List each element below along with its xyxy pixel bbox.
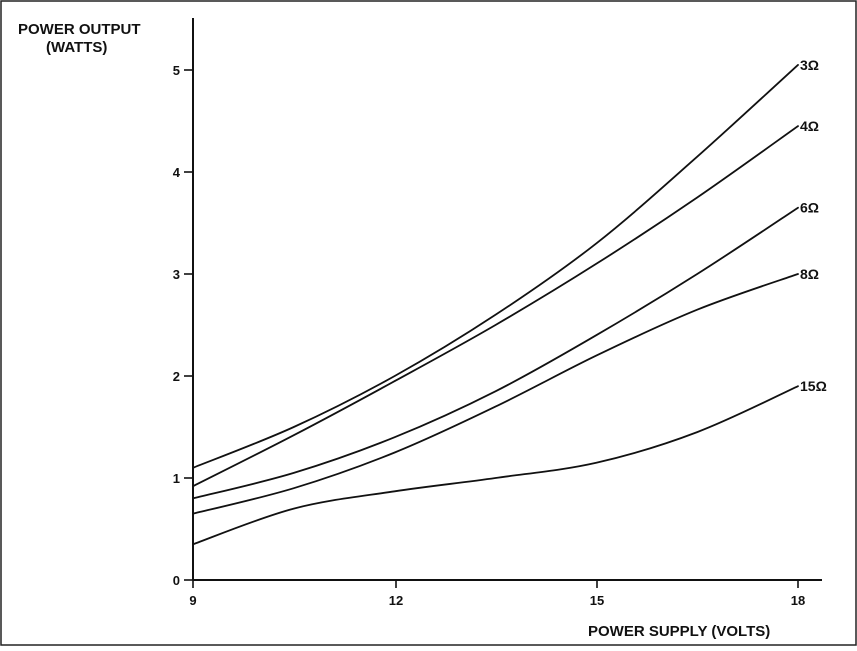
series-label-3-ohm: 3Ω bbox=[800, 57, 819, 73]
series-line-4-ohm bbox=[192, 125, 799, 488]
x-axis-title: POWER SUPPLY (VOLTS) bbox=[588, 623, 770, 640]
y-axis-title-line1: POWER OUTPUT bbox=[18, 21, 141, 38]
series-label-6-ohm: 6Ω bbox=[800, 200, 819, 216]
series-label-15-ohm: 15Ω bbox=[800, 378, 827, 394]
y-tick-label-0: 0 bbox=[173, 573, 180, 588]
series-label-8-ohm: 8Ω bbox=[800, 266, 819, 282]
x-tick-label-15: 15 bbox=[590, 593, 604, 608]
y-tick-label-2: 2 bbox=[173, 369, 180, 384]
series-line-6-ohm bbox=[192, 206, 799, 500]
series-labels: 3Ω 4Ω 6Ω 8Ω 15Ω bbox=[800, 57, 827, 394]
y-ticks: 0 1 2 3 4 5 bbox=[173, 63, 193, 588]
y-tick-label-1: 1 bbox=[173, 471, 180, 486]
y-axis-title-line2: (WATTS) bbox=[46, 39, 107, 56]
x-tick-label-18: 18 bbox=[791, 593, 805, 608]
series-label-4-ohm: 4Ω bbox=[800, 118, 819, 134]
series-group bbox=[192, 64, 799, 546]
y-tick-label-3: 3 bbox=[173, 267, 180, 282]
x-tick-label-9: 9 bbox=[189, 593, 196, 608]
x-tick-label-12: 12 bbox=[389, 593, 403, 608]
series-line-15-ohm bbox=[192, 385, 799, 546]
series-line-3-ohm bbox=[192, 64, 799, 469]
y-tick-label-5: 5 bbox=[173, 63, 180, 78]
series-line-8-ohm bbox=[192, 273, 799, 515]
x-ticks: 9 12 15 18 bbox=[189, 580, 805, 608]
y-tick-label-4: 4 bbox=[173, 165, 181, 180]
